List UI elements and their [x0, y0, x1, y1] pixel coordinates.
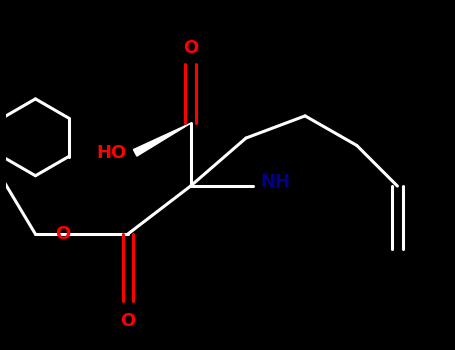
- Text: O: O: [183, 39, 198, 57]
- Text: O: O: [120, 312, 136, 330]
- Polygon shape: [133, 123, 191, 156]
- Text: HO: HO: [96, 144, 126, 162]
- Text: NH: NH: [261, 173, 291, 191]
- Text: O: O: [55, 225, 70, 243]
